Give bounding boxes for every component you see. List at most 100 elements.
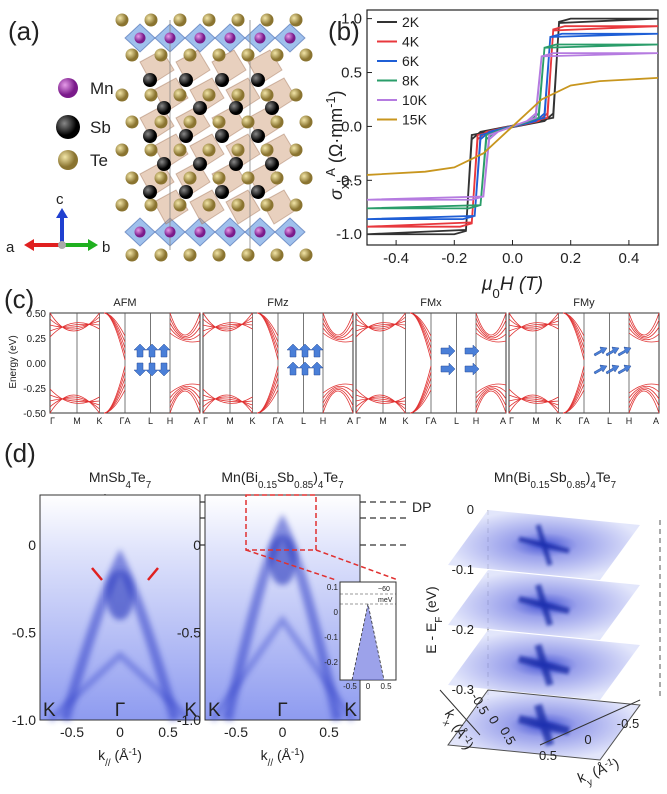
ky-tick-label: 0.5 [539, 748, 557, 763]
band [475, 389, 507, 409]
band [628, 312, 660, 336]
spin-arrow [605, 346, 620, 357]
atom-te [231, 13, 245, 27]
atom-sb [215, 73, 229, 87]
atom-te [212, 248, 226, 262]
atom-te [115, 143, 129, 157]
y-tick-label: 0.0 [341, 118, 362, 135]
text-part: ) [611, 755, 621, 772]
panel-label: (b) [328, 16, 360, 46]
band [322, 317, 354, 337]
band [508, 320, 559, 328]
atom-sb [251, 73, 265, 87]
atom-te [144, 143, 158, 157]
band [475, 312, 507, 336]
atom-te [125, 248, 139, 262]
marker-arrow [91, 567, 103, 581]
atom-sb [193, 157, 207, 171]
band [355, 323, 406, 332]
k-label: K [184, 700, 197, 721]
k-label: M [226, 416, 234, 426]
band [49, 320, 100, 328]
atom-te [173, 143, 187, 157]
y-tick-label: -0.5 [336, 172, 362, 189]
spin-arrow [145, 362, 159, 377]
x-tick-label: 0 [279, 724, 287, 740]
band-intensity [47, 650, 193, 723]
x-tick-label: 0.5 [319, 724, 339, 740]
k-label: M [532, 416, 540, 426]
band [475, 322, 507, 339]
band-intensity [60, 548, 180, 722]
text-part: Te [596, 469, 611, 485]
atom-te [260, 13, 274, 27]
series-line [366, 52, 659, 201]
atom-te [299, 171, 313, 185]
band [169, 387, 201, 404]
atom-mn [134, 226, 146, 238]
y-tick-label: -0.25 [23, 384, 46, 395]
z-tick-label: -0.1 [452, 562, 474, 577]
band-intensity [268, 535, 297, 585]
band [475, 317, 507, 337]
band [355, 396, 406, 410]
band [202, 388, 253, 404]
spin-arrow [157, 362, 171, 377]
text-part: -1 [291, 747, 300, 758]
axis-origin [58, 241, 66, 249]
band [169, 322, 201, 339]
arrow-head [88, 239, 98, 251]
y-tick-label: -0.50 [23, 409, 46, 420]
text-part: // [105, 758, 111, 769]
text-part: 7 [611, 480, 616, 491]
atom-te [154, 171, 168, 185]
series-line [366, 77, 659, 176]
ky-tick-label: 0 [584, 732, 591, 747]
atom-sb [215, 129, 229, 143]
panel-label: (a) [8, 16, 40, 46]
y-tick-label: -1.0 [177, 712, 201, 728]
x-tick-label: -0.5 [224, 724, 248, 740]
text-part: // [268, 758, 274, 769]
atom-mn [164, 32, 176, 44]
atom-te [212, 115, 226, 129]
k-label: K [249, 416, 255, 426]
text-part: 4 [318, 480, 324, 491]
atom-sb [265, 157, 279, 171]
atom-sb [179, 185, 193, 199]
y-tick-label: -0.5 [12, 625, 36, 641]
k-label: K [43, 700, 56, 721]
text-part: 7 [146, 480, 151, 491]
atom-mn [284, 32, 296, 44]
atom-sb [251, 129, 265, 143]
text-part: ) [313, 469, 318, 485]
atom-te [231, 143, 245, 157]
atom-mn [194, 32, 206, 44]
band [475, 332, 507, 343]
text-part: Sb [550, 469, 567, 485]
atom-te [270, 48, 284, 62]
dp-label: DP [412, 499, 431, 515]
subplot-title: FMy [573, 297, 595, 309]
y-tick-label: 0.5 [341, 65, 362, 82]
k-label: Γ [277, 700, 287, 721]
k-label: Γ [50, 416, 55, 426]
z-tick-label: 0 [467, 502, 474, 517]
spin-arrow [133, 362, 147, 377]
atom-te [173, 198, 187, 212]
spin-arrow [310, 361, 324, 376]
legend-label: 15K [402, 112, 428, 128]
spin-arrow [286, 361, 300, 376]
x-tick-label: 0 [116, 724, 124, 740]
text-part: E - E [423, 623, 439, 654]
text-part: μ [481, 274, 493, 295]
atom-te [115, 13, 129, 27]
slice-feature [518, 703, 570, 747]
band [475, 385, 507, 399]
inset-note: ~60 [378, 586, 390, 593]
k-label: ΓA [426, 416, 437, 426]
text-part: 4 [590, 480, 596, 491]
y-tick-label: 0 [193, 537, 201, 553]
arrow-head [24, 239, 34, 251]
